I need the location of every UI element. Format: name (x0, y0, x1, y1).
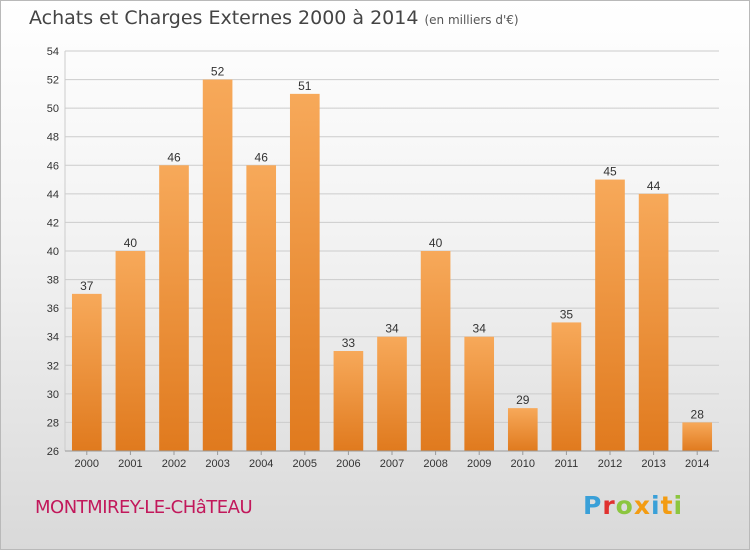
x-tick-label-2011: 2011 (555, 458, 579, 470)
x-tick-label-2013: 2013 (641, 458, 665, 470)
x-tick-label-2002: 2002 (162, 458, 186, 470)
chart-unit: (en milliers d'€) (424, 13, 519, 27)
bar-2006 (333, 351, 364, 451)
logo-letter: P (583, 491, 603, 520)
x-tick-label-2005: 2005 (293, 458, 317, 470)
bar-2010 (507, 408, 538, 451)
bar-2012 (595, 179, 625, 452)
x-axis-ticks: 2000 2001 2002 2003 2004 2005 2006 2007 2008 2009… (65, 450, 719, 470)
x-tick-label-2014: 2014 (685, 458, 709, 470)
bar-2003 (202, 79, 233, 452)
y-tick-label: 26 (47, 446, 59, 458)
y-tick-label: 54 (47, 46, 59, 58)
bar-2009 (464, 336, 495, 451)
logo-letter: x (633, 491, 651, 520)
y-tick-label: 48 (47, 132, 59, 144)
y-tick-label: 28 (47, 417, 59, 429)
y-tick-label: 34 (47, 332, 59, 344)
data-label-2004: 46 (255, 150, 269, 164)
x-tick-label-2009: 2009 (467, 458, 491, 470)
data-label-2003: 52 (211, 65, 225, 79)
y-tick-label: 52 (47, 75, 59, 87)
logo-letter: i (673, 491, 684, 520)
y-tick-label: 40 (47, 246, 59, 258)
y-tick-label: 38 (47, 275, 59, 287)
x-tick-label-2008: 2008 (423, 458, 447, 470)
y-tick-label: 42 (47, 217, 59, 229)
bar-2000 (71, 293, 102, 451)
y-tick-label: 30 (47, 389, 59, 401)
y-axis-ticks: 26 28 30 32 34 36 38 40 42 44 46 48 50 52 54 (47, 46, 59, 458)
data-label-2006: 33 (342, 336, 356, 350)
logo-letter: r (602, 491, 616, 520)
data-label-2000: 37 (80, 279, 94, 293)
bars (71, 79, 713, 452)
y-tick-label: 46 (47, 160, 59, 172)
data-label-2012: 45 (603, 165, 617, 179)
data-label-2008: 40 (429, 236, 443, 250)
bar-2005 (289, 93, 320, 451)
x-tick-label-2007: 2007 (380, 458, 404, 470)
data-label-2013: 44 (647, 179, 661, 193)
bar-2011 (551, 322, 582, 451)
data-label-2002: 46 (167, 150, 181, 164)
chart-title-text: Achats et Charges Externes 2000 à 2014 (29, 7, 419, 29)
logo-letter: t (660, 491, 674, 520)
bar-2008 (420, 251, 451, 451)
x-tick-label-2000: 2000 (75, 458, 99, 470)
data-labels: 37 40 46 52 46 51 33 34 40 34 29 35 45 44 28 (80, 65, 704, 422)
x-tick-label-2006: 2006 (336, 458, 360, 470)
bar-2013 (638, 193, 669, 451)
bar-2004 (246, 165, 277, 452)
data-label-2005: 51 (298, 79, 312, 93)
proxiti-logo[interactable]: Proxiti (583, 491, 683, 520)
x-tick-label-2001: 2001 (118, 458, 142, 470)
bar-2007 (377, 336, 407, 451)
logo-letter: i (651, 491, 661, 520)
logo-letter: o (615, 491, 634, 520)
x-tick-label-2010: 2010 (511, 458, 535, 470)
data-label-2011: 35 (560, 307, 574, 321)
y-tick-label: 50 (47, 103, 59, 115)
chart-title: Achats et Charges Externes 2000 à 2014 (e… (29, 7, 519, 29)
data-label-2007: 34 (385, 322, 399, 336)
y-tick-label: 36 (47, 303, 59, 315)
data-label-2001: 40 (124, 236, 138, 250)
data-label-2009: 34 (473, 322, 487, 336)
data-label-2010: 29 (516, 393, 530, 407)
y-tick-label: 32 (47, 360, 59, 372)
bar-2001 (115, 251, 146, 451)
bar-2002 (159, 165, 189, 452)
bar-2014 (682, 422, 713, 451)
x-tick-label-2012: 2012 (598, 458, 622, 470)
place-name: MONTMIREY-LE-CHâTEAU (35, 497, 253, 518)
y-tick-label: 44 (47, 189, 59, 201)
x-tick-label-2004: 2004 (249, 458, 273, 470)
x-tick-label-2003: 2003 (205, 458, 229, 470)
data-label-2014: 28 (691, 407, 705, 421)
